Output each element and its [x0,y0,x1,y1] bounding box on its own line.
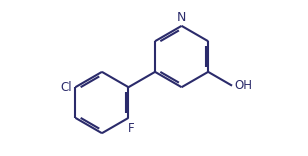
Text: Cl: Cl [60,81,72,94]
Text: F: F [128,122,135,135]
Text: N: N [177,11,186,24]
Text: OH: OH [234,79,253,92]
